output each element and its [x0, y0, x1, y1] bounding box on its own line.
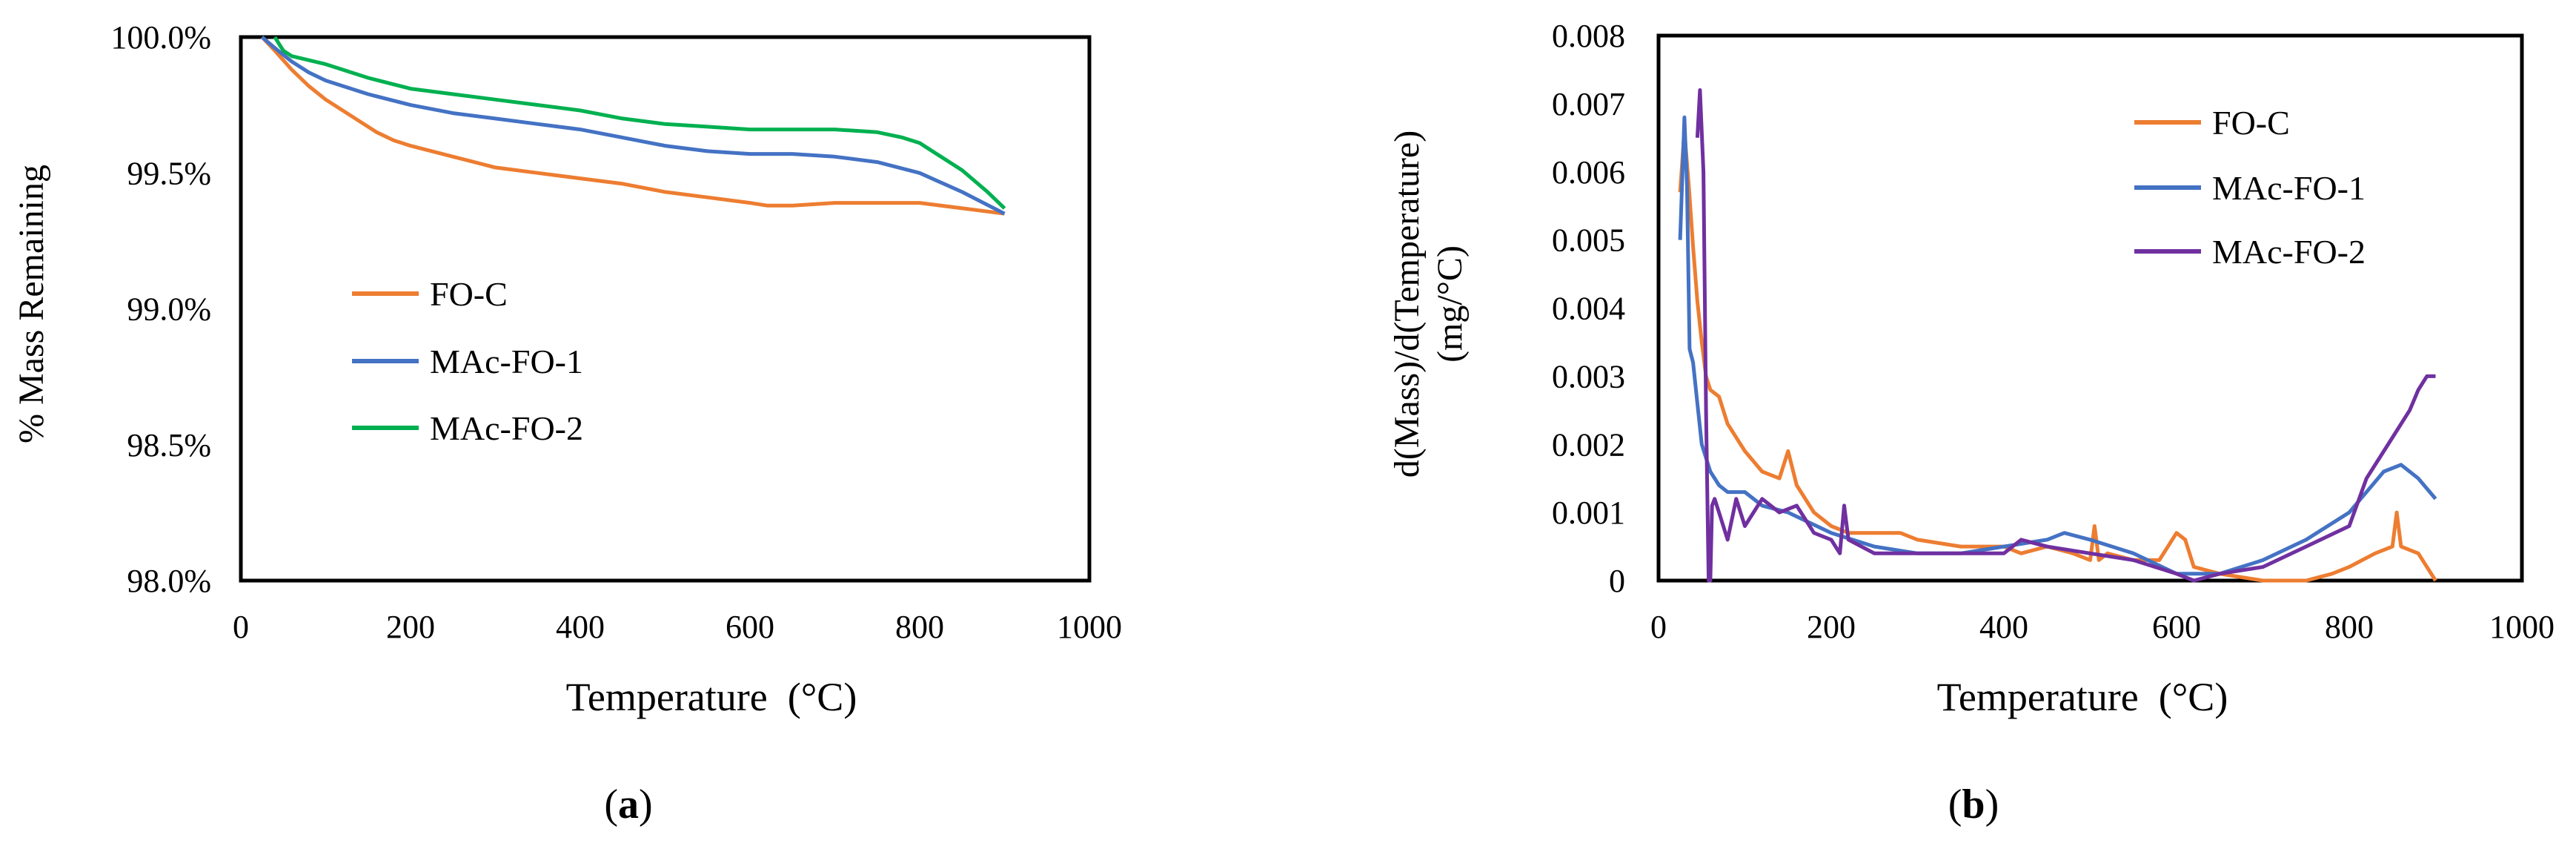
x-tick-label: 200	[1807, 609, 1856, 645]
y-tick-label: 0.006	[1552, 154, 1625, 191]
x-tick-label: 0	[1650, 609, 1667, 645]
x-tick-label: 400	[556, 609, 605, 645]
x-axis-label-a: Temperature (°C)	[566, 675, 857, 719]
legend-b: FO-C MAc-FO-1 MAc-FO-2	[2134, 104, 2366, 271]
x-tick-label: 600	[726, 609, 774, 645]
plot-area-a	[239, 35, 1092, 583]
y-axis-label-b: d(Mass)/d(Temperature)	[1387, 131, 1427, 478]
y-tick-label: 0	[1609, 563, 1625, 599]
x-tick-label: 200	[386, 609, 435, 645]
legend-label-mac-fo-1-a: MAc-FO-1	[430, 343, 583, 380]
x-tick-label: 800	[2325, 609, 2374, 645]
x-axis-ticks-a: 0 200 400 600 800 1000	[233, 609, 1122, 645]
series-line-fo-c	[260, 36, 1005, 216]
y-tick-label: 0.008	[1552, 18, 1625, 54]
series-line-mac-fo-2	[1695, 88, 2436, 583]
panel-label-b-letter: b	[1962, 782, 1985, 827]
series-line-mac-fo-2	[273, 36, 1006, 210]
plot-area-b	[1656, 33, 2524, 583]
y-tick-label: 99.0%	[127, 291, 211, 328]
panel-label-a-letter: a	[618, 782, 639, 827]
panel-label-a-close: )	[639, 782, 653, 827]
y-axis-unit-b: (mg/°C)	[1430, 245, 1470, 363]
panel-label-b-close: )	[1985, 782, 1999, 827]
series-line-mac-fo-1	[1678, 115, 2437, 576]
chart-panel-a: 98.0% 98.5% 99.0% 99.5% 100.0% 0 200 400 600 800…	[12, 19, 1122, 827]
x-tick-label: 1000	[1057, 609, 1122, 645]
y-tick-label: 0.007	[1552, 86, 1625, 122]
x-axis-label-b: Temperature (°C)	[1937, 675, 2228, 719]
y-tick-label: 0.004	[1552, 291, 1625, 327]
x-tick-label: 400	[1979, 609, 2028, 645]
x-axis-ticks-b: 0 200 400 600 800 1000	[1650, 609, 2555, 645]
legend-label-mac-fo-2-a: MAc-FO-2	[430, 409, 583, 447]
legend-label-mac-fo-2-b: MAc-FO-2	[2212, 233, 2366, 271]
panel-label-b-open: (	[1948, 782, 1962, 827]
x-tick-label: 600	[2152, 609, 2201, 645]
series-line-fo-c	[1678, 129, 2437, 583]
y-axis-ticks-a: 98.0% 98.5% 99.0% 99.5% 100.0%	[110, 19, 211, 599]
legend-a: FO-C MAc-FO-1 MAc-FO-2	[352, 275, 583, 447]
chart-panel-b: 0 0.001 0.002 0.003 0.004 0.005 0.006 0.007 0.00…	[1387, 18, 2555, 827]
y-tick-label: 98.0%	[127, 563, 211, 599]
panel-label-b: (b)	[1948, 782, 1999, 827]
y-tick-label: 0.002	[1552, 426, 1625, 463]
panel-label-a: (a)	[604, 782, 652, 827]
y-axis-ticks-b: 0 0.001 0.002 0.003 0.004 0.005 0.006 0.007 0.00…	[1552, 18, 1625, 599]
y-tick-label: 100.0%	[110, 19, 211, 56]
legend-label-fo-c-a: FO-C	[430, 275, 508, 313]
series-line-mac-fo-1	[260, 36, 1006, 216]
series-lines-b	[1678, 88, 2437, 583]
y-tick-label: 0.005	[1552, 222, 1625, 259]
x-tick-label: 800	[895, 609, 944, 645]
x-tick-label: 0	[233, 609, 249, 645]
y-tick-label: 99.5%	[127, 155, 211, 191]
y-tick-label: 0.003	[1552, 358, 1625, 394]
series-lines-a	[260, 36, 1006, 216]
y-axis-label-a: % Mass Remaining	[12, 165, 51, 443]
panel-label-a-open: (	[604, 782, 618, 827]
y-tick-label: 98.5%	[127, 427, 211, 463]
x-tick-label: 1000	[2489, 609, 2555, 645]
y-tick-label: 0.001	[1552, 495, 1625, 531]
legend-label-fo-c-b: FO-C	[2212, 104, 2290, 142]
legend-label-mac-fo-1-b: MAc-FO-1	[2212, 169, 2366, 207]
